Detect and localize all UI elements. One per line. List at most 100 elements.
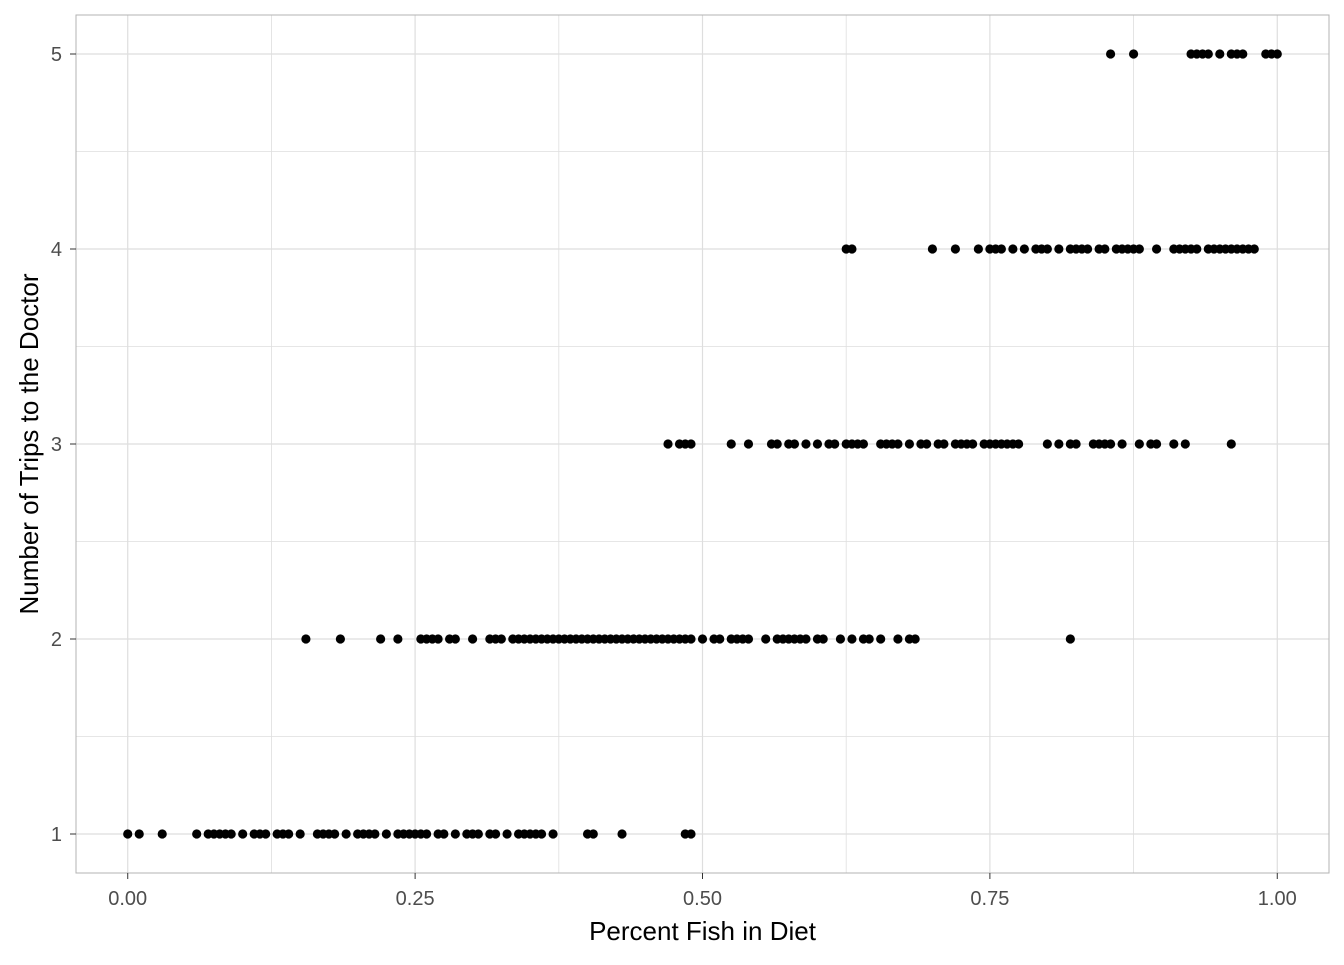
- data-point: [922, 439, 932, 449]
- data-point: [876, 634, 886, 644]
- data-point: [801, 634, 811, 644]
- data-point: [496, 634, 506, 644]
- data-point: [858, 439, 869, 449]
- x-tick-label: 1.00: [1258, 888, 1297, 910]
- data-point: [381, 829, 391, 839]
- data-point: [726, 439, 736, 449]
- data-point: [335, 634, 345, 644]
- data-point: [238, 829, 248, 839]
- data-point: [1082, 244, 1093, 254]
- data-point: [939, 439, 949, 449]
- data-point: [1169, 439, 1179, 449]
- data-point: [772, 439, 782, 449]
- data-point: [1042, 244, 1052, 254]
- data-point: [950, 244, 960, 254]
- data-point: [1100, 244, 1110, 254]
- data-point: [192, 829, 202, 839]
- x-tick-label: 0.00: [108, 888, 147, 910]
- data-point: [1192, 244, 1202, 254]
- y-tick-label: 1: [51, 824, 62, 846]
- data-point: [295, 829, 305, 839]
- grid-lines: [76, 15, 1329, 873]
- data-point: [1134, 439, 1144, 449]
- data-point: [1054, 439, 1064, 449]
- data-point: [968, 439, 978, 449]
- x-tick-label: 0.25: [396, 888, 435, 910]
- data-point: [134, 829, 144, 839]
- data-point: [910, 634, 920, 644]
- data-point: [904, 439, 915, 449]
- data-point: [996, 244, 1006, 254]
- data-point: [1128, 49, 1139, 59]
- data-point: [536, 829, 547, 839]
- data-point: [1019, 244, 1029, 254]
- y-tick-label: 2: [51, 629, 62, 651]
- data-point: [743, 439, 754, 449]
- x-tick-label: 0.75: [970, 888, 1009, 910]
- data-point: [761, 634, 771, 644]
- y-tick-label: 5: [51, 44, 62, 66]
- data-point: [1054, 244, 1064, 254]
- data-point: [284, 829, 294, 839]
- data-point: [1151, 439, 1162, 449]
- data-point: [467, 634, 478, 644]
- data-point: [812, 439, 823, 449]
- data-point: [686, 829, 696, 839]
- data-point: [1014, 439, 1024, 449]
- data-point: [439, 829, 449, 839]
- data-point: [893, 439, 903, 449]
- data-point: [301, 634, 311, 644]
- data-point: [370, 829, 380, 839]
- data-point: [548, 829, 558, 839]
- data-point: [502, 829, 512, 839]
- data-point: [450, 829, 460, 839]
- data-point: [818, 634, 828, 644]
- data-point: [743, 634, 754, 644]
- data-point: [927, 244, 938, 254]
- data-point: [1249, 244, 1259, 254]
- data-point: [473, 829, 483, 839]
- data-points: [123, 49, 1282, 839]
- y-axis-title: Number of Trips to the Doctor: [14, 273, 44, 614]
- data-point: [663, 439, 673, 449]
- data-point: [1180, 439, 1190, 449]
- data-point: [973, 244, 983, 254]
- data-point: [617, 829, 627, 839]
- data-point: [789, 439, 800, 449]
- data-point: [433, 634, 443, 644]
- data-point: [1042, 439, 1052, 449]
- axis-ticks: 0.00 0.25 0.50 0.75 1.00 1 2 3 4 5: [51, 44, 1297, 910]
- data-point: [1105, 439, 1116, 449]
- data-point: [864, 634, 874, 644]
- y-tick-label: 3: [51, 434, 62, 456]
- data-point: [490, 829, 501, 839]
- data-point: [341, 829, 351, 839]
- data-point: [715, 634, 725, 644]
- data-point: [1151, 244, 1162, 254]
- x-tick-label: 0.50: [683, 888, 722, 910]
- data-point: [847, 244, 857, 254]
- data-point: [393, 634, 403, 644]
- data-point: [422, 829, 432, 839]
- data-point: [1117, 439, 1127, 449]
- data-point: [686, 439, 696, 449]
- data-point: [330, 829, 340, 839]
- data-point: [1272, 49, 1282, 59]
- data-point: [226, 829, 236, 839]
- data-point: [1215, 49, 1225, 59]
- data-point: [1134, 244, 1144, 254]
- data-point: [1065, 634, 1075, 644]
- data-point: [157, 829, 167, 839]
- data-point: [1008, 244, 1018, 254]
- data-point: [1105, 49, 1116, 59]
- data-point: [1238, 49, 1248, 59]
- data-point: [697, 634, 708, 644]
- data-point: [686, 634, 696, 644]
- data-point: [261, 829, 271, 839]
- data-point: [376, 634, 386, 644]
- data-point: [1203, 49, 1213, 59]
- data-point: [835, 634, 846, 644]
- data-point: [1071, 439, 1081, 449]
